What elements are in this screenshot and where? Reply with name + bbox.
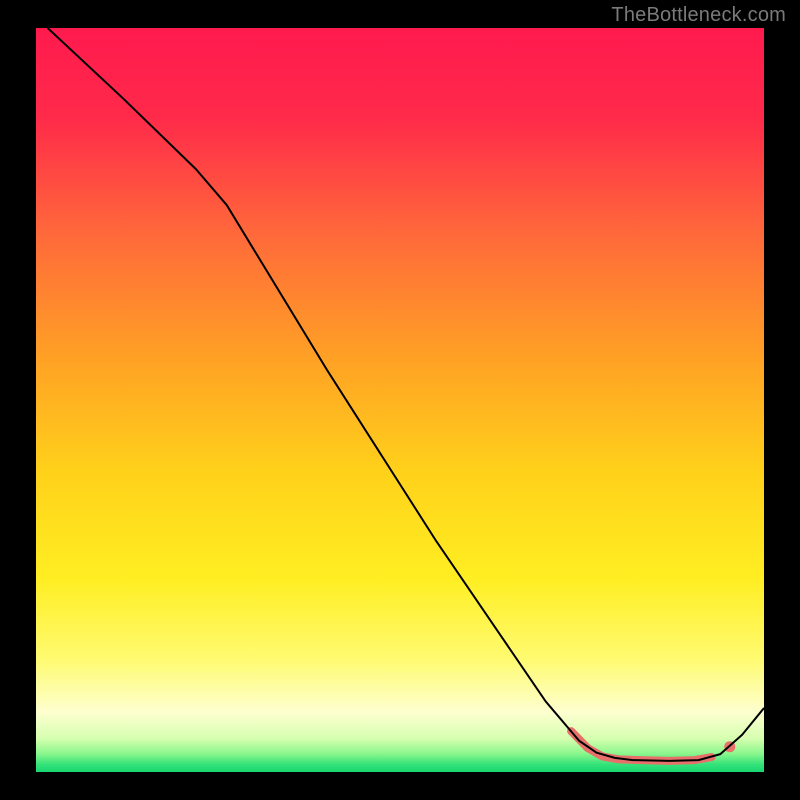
watermark-text: TheBottleneck.com [611, 4, 786, 27]
bottleneck-chart [36, 28, 764, 772]
gradient-background [36, 28, 764, 772]
chart-svg [36, 28, 764, 772]
